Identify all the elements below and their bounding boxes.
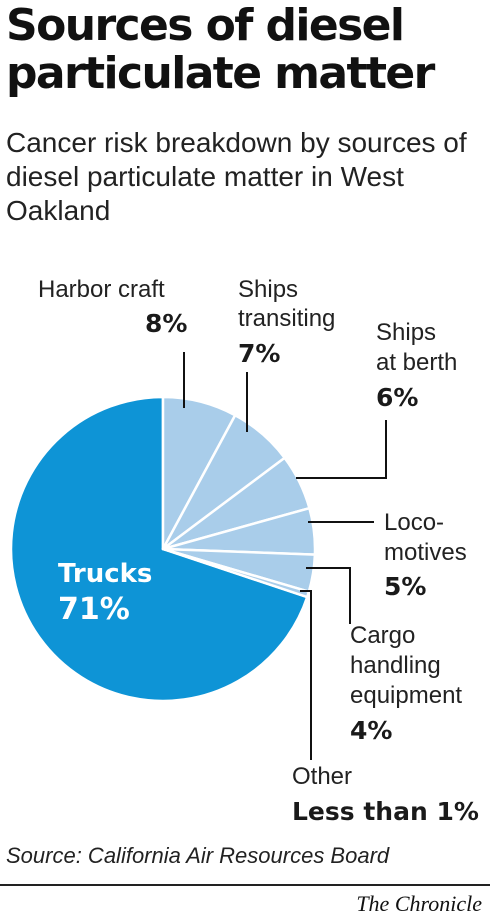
slice-trucks xyxy=(9,395,309,703)
label-other: Other xyxy=(292,763,352,790)
label-locomotives: Loco- motives xyxy=(384,509,467,566)
pct-trucks: 71% xyxy=(58,592,130,627)
label-harbor-craft: Harbor craft xyxy=(38,276,165,303)
chart-title: Sources of diesel particulate matter xyxy=(6,0,435,99)
publisher-credit: The Chronicle xyxy=(356,891,482,916)
pct-other: Less than 1% xyxy=(292,797,479,826)
leader-cargo-handling xyxy=(306,567,351,624)
pct-cargo-handling: 4% xyxy=(350,716,392,745)
label-ships-transiting-line-2: transiting xyxy=(238,305,335,332)
label-cargo-handling-line-2: handling xyxy=(350,652,441,679)
label-ships-at-berth: Ships at berth xyxy=(376,319,457,376)
source-note: Source: California Air Resources Board xyxy=(6,843,390,868)
footer-rule xyxy=(0,884,490,886)
leader-ships-at-berth xyxy=(296,420,387,479)
label-cargo-handling: Cargo handling equipment xyxy=(350,622,462,709)
pct-locomotives: 5% xyxy=(384,572,426,601)
label-locomotives-line-2: motives xyxy=(384,539,467,566)
pct-ships-at-berth: 6% xyxy=(376,383,418,412)
label-ships-transiting: Ships transiting xyxy=(238,276,335,332)
label-ships-transiting-line-1: Ships xyxy=(238,276,298,303)
label-trucks: Trucks xyxy=(58,559,152,589)
leader-other xyxy=(300,590,312,760)
chart-subtitle: Cancer risk breakdown by sources of dies… xyxy=(6,127,467,226)
label-cargo-handling-line-1: Cargo xyxy=(350,622,415,649)
label-ships-at-berth-line-1: Ships xyxy=(376,319,436,346)
pct-ships-transiting: 7% xyxy=(238,339,280,368)
label-locomotives-line-1: Loco- xyxy=(384,509,444,536)
pct-harbor-craft: 8% xyxy=(145,309,187,338)
label-cargo-handling-line-3: equipment xyxy=(350,682,462,709)
label-ships-at-berth-line-2: at berth xyxy=(376,349,457,376)
